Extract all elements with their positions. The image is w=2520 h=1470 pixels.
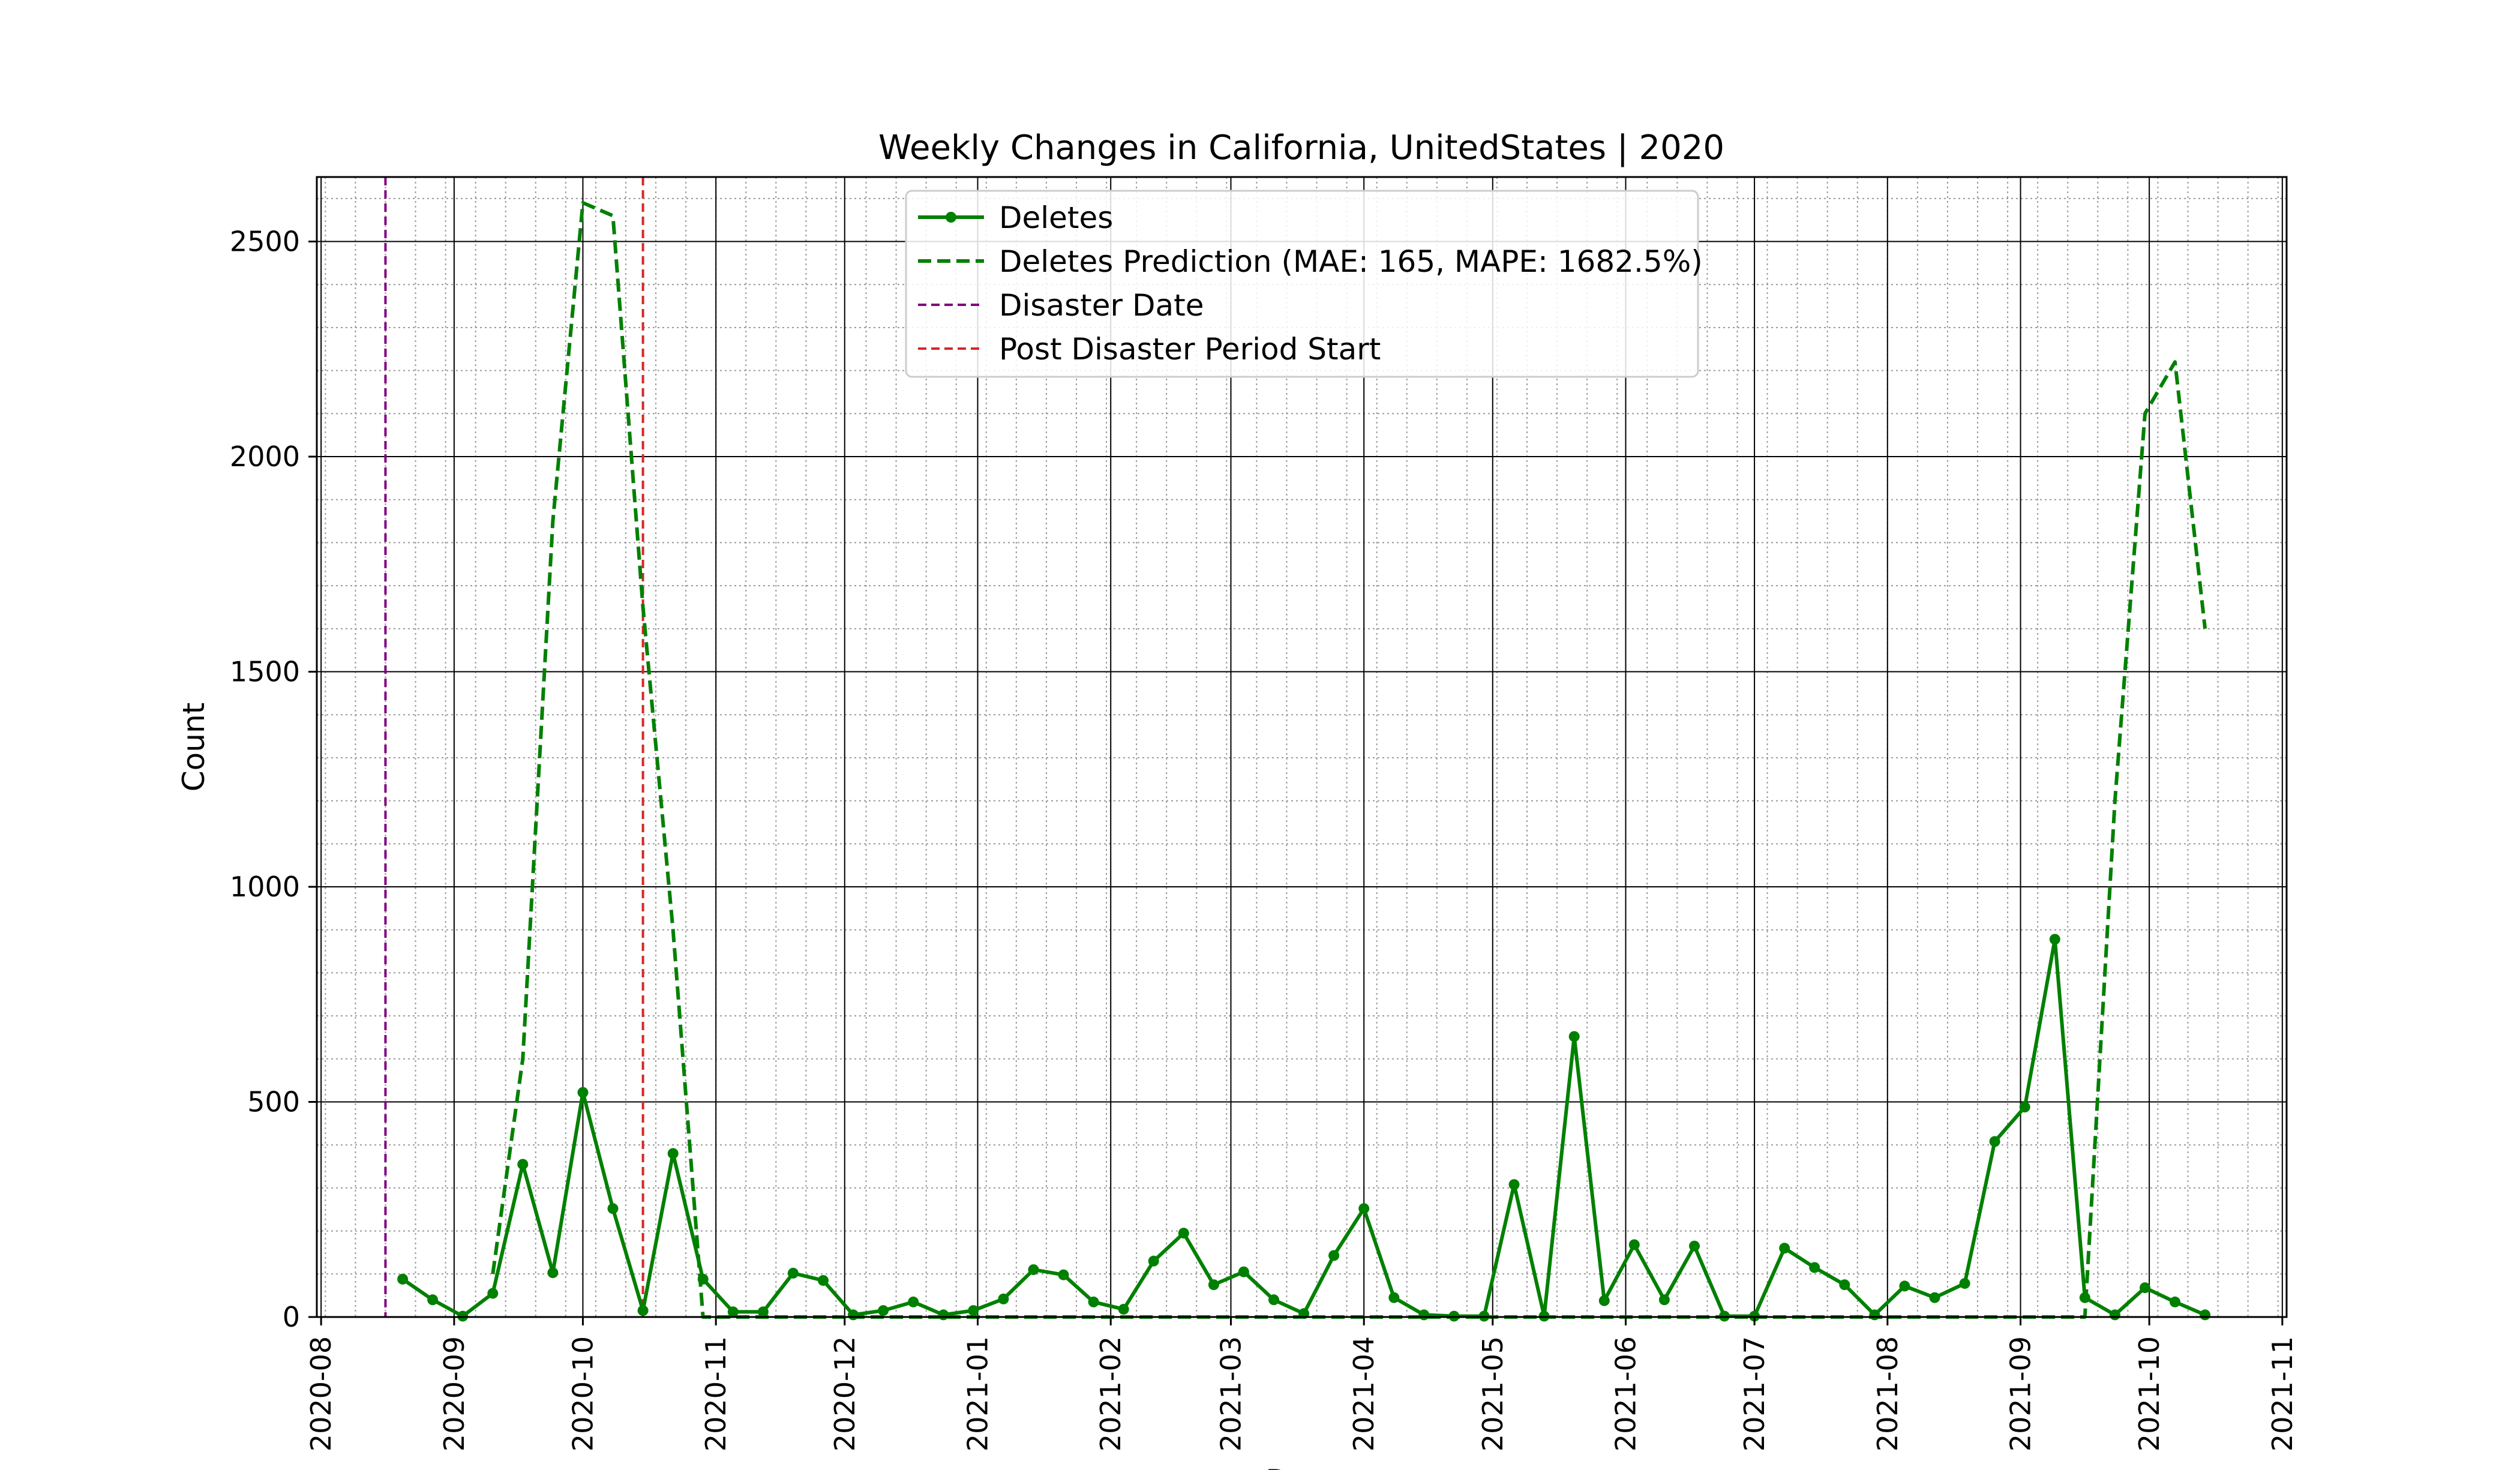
x-tick-label: 2021-11: [2266, 1336, 2299, 1451]
x-tick-label: 2021-10: [2133, 1336, 2165, 1451]
series-deletes-point: [1508, 1179, 1520, 1190]
series-deletes-point: [2170, 1296, 2180, 1307]
series-deletes-point: [1238, 1266, 1249, 1277]
series-deletes-point: [1929, 1292, 1940, 1303]
x-tick-label: 2020-09: [438, 1336, 470, 1451]
x-tick-label: 2020-12: [829, 1336, 861, 1451]
series-deletes-point: [787, 1267, 799, 1279]
series-deletes-point: [1028, 1264, 1039, 1276]
y-tick-label: 2000: [230, 440, 300, 473]
legend-box: [905, 190, 1699, 378]
series-deletes-point: [1839, 1279, 1850, 1291]
series-deletes-point: [427, 1294, 439, 1306]
series-deletes-point: [1418, 1309, 1430, 1321]
y-tick-label: 2500: [230, 226, 300, 258]
series-deletes-point: [607, 1203, 619, 1214]
series-deletes-point: [1568, 1031, 1580, 1042]
x-tick-label: 2021-07: [1738, 1336, 1771, 1451]
series-deletes-point: [998, 1293, 1009, 1304]
series-deletes-point: [1598, 1295, 1610, 1306]
series-deletes-point: [2109, 1309, 2120, 1321]
y-tick-label: 500: [247, 1086, 300, 1118]
series-deletes-point: [1148, 1255, 1159, 1267]
x-axis-label: Date: [1265, 1463, 1337, 1470]
series-deletes-point: [1058, 1269, 1069, 1280]
series-deletes-point: [968, 1305, 979, 1316]
x-tick-label: 2021-04: [1348, 1336, 1380, 1451]
legend-label-disaster-date: Disaster Date: [999, 288, 1204, 323]
series-deletes-point: [637, 1305, 649, 1316]
series-deletes-point: [397, 1273, 409, 1285]
series-deletes-point: [878, 1305, 889, 1316]
y-tick-label: 1500: [230, 656, 300, 688]
series-deletes-point: [2019, 1102, 2030, 1113]
series-deletes-point: [1358, 1203, 1370, 1214]
series-deletes-point: [517, 1159, 529, 1170]
x-tick-label: 2020-10: [566, 1336, 599, 1451]
x-tick-label: 2021-09: [2005, 1336, 2037, 1451]
series-deletes-point: [908, 1296, 919, 1307]
y-axis-ticks: 0 500 1000 1500 2000 2500: [230, 226, 317, 1333]
chart-title: Weekly Changes in California, UnitedStat…: [878, 128, 1724, 167]
series-deletes-point: [547, 1267, 559, 1279]
x-tick-label: 2021-02: [1094, 1336, 1127, 1451]
x-tick-label: 2021-08: [1871, 1336, 1904, 1451]
series-deletes-point: [1989, 1136, 2000, 1147]
series-deletes-point: [1388, 1292, 1400, 1303]
x-tick-label: 2021-06: [1610, 1336, 1642, 1451]
series-deletes-point: [1118, 1304, 1129, 1315]
series-deletes-point: [1869, 1309, 1880, 1321]
series-deletes-point: [1268, 1294, 1279, 1306]
series-deletes-point: [1328, 1250, 1340, 1261]
y-tick-label: 1000: [230, 871, 300, 903]
series-deletes-point: [667, 1148, 679, 1159]
series-deletes-point: [848, 1309, 859, 1321]
legend-marker-deletes: [946, 212, 956, 223]
x-tick-label: 2021-01: [961, 1336, 994, 1451]
series-deletes-point: [2200, 1309, 2211, 1321]
legend: Deletes Deletes Prediction (MAE: 165, MA…: [905, 190, 1703, 378]
series-deletes-point: [1809, 1262, 1820, 1273]
y-axis-label: Count: [176, 703, 211, 792]
series-deletes-point: [1959, 1278, 1970, 1289]
series-deletes-point: [2049, 934, 2060, 945]
x-tick-label: 2021-05: [1477, 1336, 1509, 1451]
series-deletes-point: [1779, 1243, 1790, 1254]
series-deletes-point: [1178, 1228, 1189, 1239]
series-deletes-point: [1088, 1296, 1099, 1307]
series-deletes-point: [727, 1306, 739, 1318]
major-grid: [317, 177, 2287, 1318]
series-deletes-point: [577, 1087, 589, 1098]
legend-label-prediction: Deletes Prediction (MAE: 165, MAPE: 1682…: [999, 244, 1703, 279]
series-deletes-point: [697, 1273, 709, 1285]
series-deletes-point: [1628, 1239, 1640, 1250]
plot-frame: [316, 176, 2288, 1318]
series-deletes-point: [938, 1309, 949, 1321]
y-tick-label: 0: [283, 1301, 300, 1333]
x-tick-label: 2020-08: [305, 1336, 337, 1451]
series-deletes-point: [2079, 1292, 2090, 1303]
series-deletes-point: [1689, 1240, 1700, 1252]
series-deletes-point: [1658, 1294, 1670, 1306]
series-deletes-point: [487, 1288, 499, 1299]
x-tick-label: 2020-11: [700, 1336, 732, 1451]
series-deletes-point: [1899, 1280, 1910, 1292]
legend-label-deletes: Deletes: [999, 200, 1113, 235]
series-deletes-point: [818, 1275, 829, 1286]
x-tick-label: 2021-03: [1214, 1336, 1247, 1451]
series-deletes-point: [2140, 1282, 2150, 1294]
x-axis-ticks: 2020-08 2020-09 2020-10 2020-11 2020-12 2021-…: [305, 1317, 2299, 1451]
series-deletes-point: [757, 1306, 769, 1318]
legend-label-post-disaster: Post Disaster Period Start: [999, 332, 1381, 367]
series-deletes-point: [1208, 1279, 1219, 1291]
reference-lines: [384, 177, 644, 1317]
